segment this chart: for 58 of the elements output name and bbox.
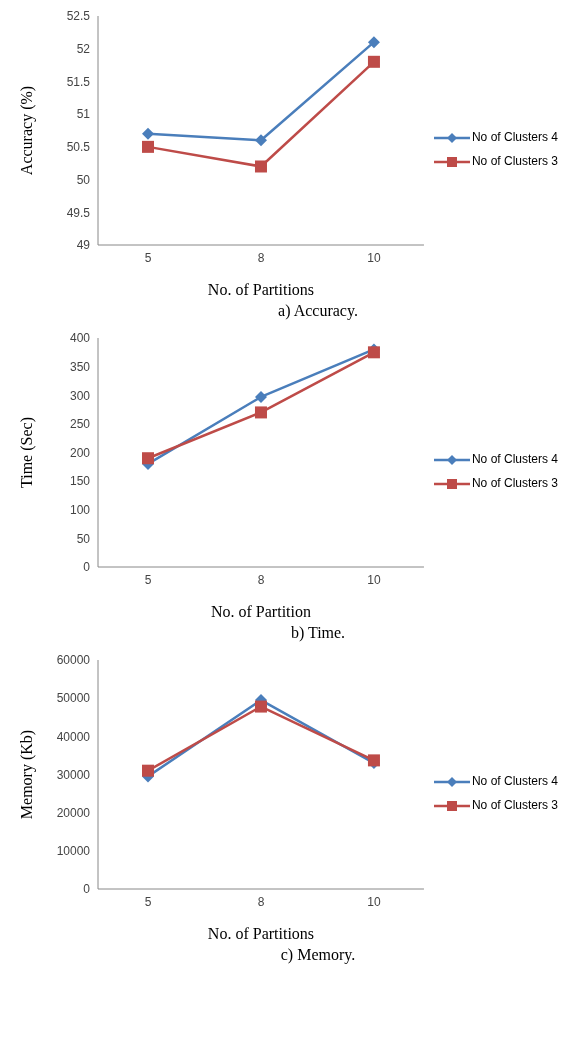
- legend-label: No of Clusters 4: [471, 452, 558, 466]
- y-tick-label: 100: [69, 503, 91, 518]
- point: [142, 452, 154, 465]
- x-tick-label: 8: [257, 250, 265, 265]
- y-tick-label: 300: [69, 388, 91, 403]
- y-tick-label: 0: [83, 882, 91, 897]
- legend-label: No of Clusters 4: [471, 130, 558, 144]
- y-tick-label: 50: [76, 531, 91, 546]
- y-tick-label: 52: [76, 41, 91, 56]
- point: [142, 764, 154, 777]
- point: [254, 160, 267, 173]
- point: [254, 390, 267, 403]
- y-axis-title: Accuracy (%): [17, 85, 36, 176]
- y-tick-label: 51.5: [66, 74, 91, 89]
- x-axis-title: No. of Partitions: [207, 925, 315, 942]
- y-tick-label: 51: [76, 107, 91, 122]
- y-tick-label: 52.5: [66, 9, 91, 24]
- y-tick-label: 250: [69, 417, 91, 432]
- y-tick-label: 50: [76, 172, 91, 187]
- y-tick-label: 150: [69, 474, 91, 489]
- x-tick-label: 10: [367, 572, 381, 587]
- y-tick-label: 50000: [56, 691, 91, 706]
- text: b) Time.: [289, 624, 347, 642]
- point: [142, 127, 154, 140]
- y-tick-label: 40000: [56, 729, 91, 744]
- y-tick-label: 400: [69, 331, 91, 346]
- y-tick-label: 10000: [56, 844, 91, 859]
- point: [254, 700, 267, 713]
- y-tick-label: 30000: [56, 767, 91, 782]
- x-tick-label: 8: [257, 894, 265, 909]
- point: [367, 55, 380, 68]
- text: c) Memory.: [279, 946, 357, 964]
- y-tick-label: 200: [69, 445, 91, 460]
- y-axis-title: Memory (Kb): [17, 729, 36, 820]
- legend-label: No of Clusters 3: [471, 476, 558, 490]
- y-tick-label: 350: [69, 359, 91, 374]
- x-tick-label: 5: [144, 894, 152, 909]
- point: [254, 406, 267, 419]
- y-tick-label: 50.5: [66, 140, 91, 155]
- x-axis-title: No. of Partition: [210, 603, 311, 620]
- y-axis-title: Time (Sec): [17, 417, 36, 488]
- legend-label: No of Clusters 3: [471, 154, 558, 168]
- y-tick-label: 20000: [56, 805, 91, 820]
- x-tick-label: 5: [144, 250, 152, 265]
- y-tick-label: 60000: [56, 653, 91, 668]
- x-tick-label: 10: [367, 250, 381, 265]
- point: [367, 36, 380, 49]
- x-axis-title: No. of Partitions: [207, 281, 315, 298]
- point: [142, 140, 154, 153]
- x-tick-label: 8: [257, 572, 265, 587]
- legend-label: No of Clusters 4: [471, 774, 558, 788]
- y-tick-label: 49.5: [66, 205, 91, 220]
- x-tick-label: 5: [144, 572, 152, 587]
- y-tick-label: 0: [83, 560, 91, 575]
- y-tick-label: 49: [76, 238, 91, 253]
- x-tick-label: 10: [367, 894, 381, 909]
- text: a) Accuracy.: [277, 302, 359, 320]
- legend-label: No of Clusters 3: [471, 798, 558, 812]
